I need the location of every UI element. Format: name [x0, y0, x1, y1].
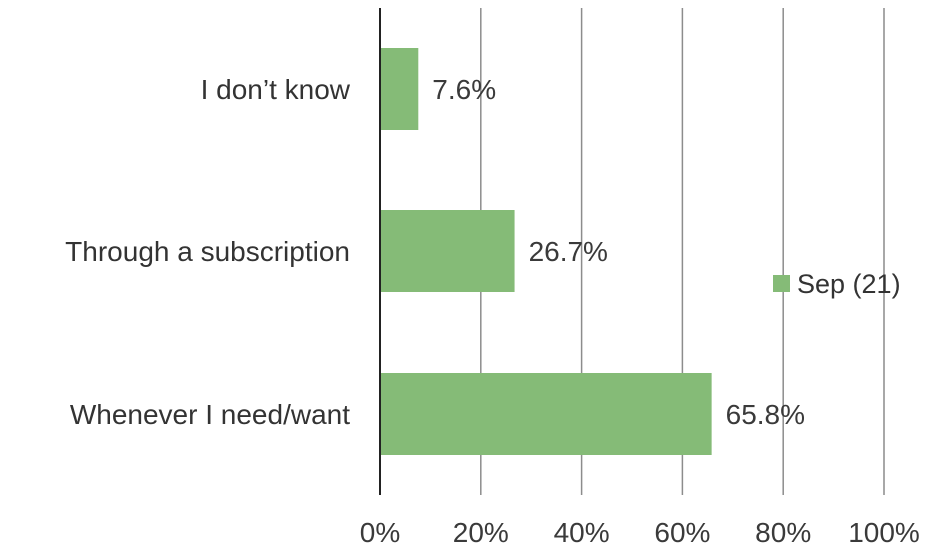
legend-swatch — [773, 275, 790, 292]
category-label: Whenever I need/want — [70, 399, 350, 430]
bar — [380, 210, 515, 292]
bar — [380, 373, 712, 455]
x-tick-label: 40% — [554, 517, 610, 548]
legend-label: Sep (21) — [797, 269, 901, 299]
data-label: 26.7% — [529, 236, 608, 267]
labels: 0% 20% 40% 60% 80% 100% I don’t know 7.6% Throug… — [65, 74, 920, 548]
x-tick-label: 100% — [848, 517, 920, 548]
bar — [380, 48, 419, 130]
x-tick-label: 0% — [360, 517, 400, 548]
data-label: 7.6% — [432, 74, 496, 105]
data-label: 65.8% — [726, 399, 805, 430]
x-tick-label: 60% — [654, 517, 710, 548]
category-label: I don’t know — [201, 74, 351, 105]
bars — [380, 48, 712, 455]
category-label: Through a subscription — [65, 236, 350, 267]
legend: Sep (21) — [773, 269, 901, 299]
x-tick-label: 80% — [755, 517, 811, 548]
x-tick-label: 20% — [453, 517, 509, 548]
